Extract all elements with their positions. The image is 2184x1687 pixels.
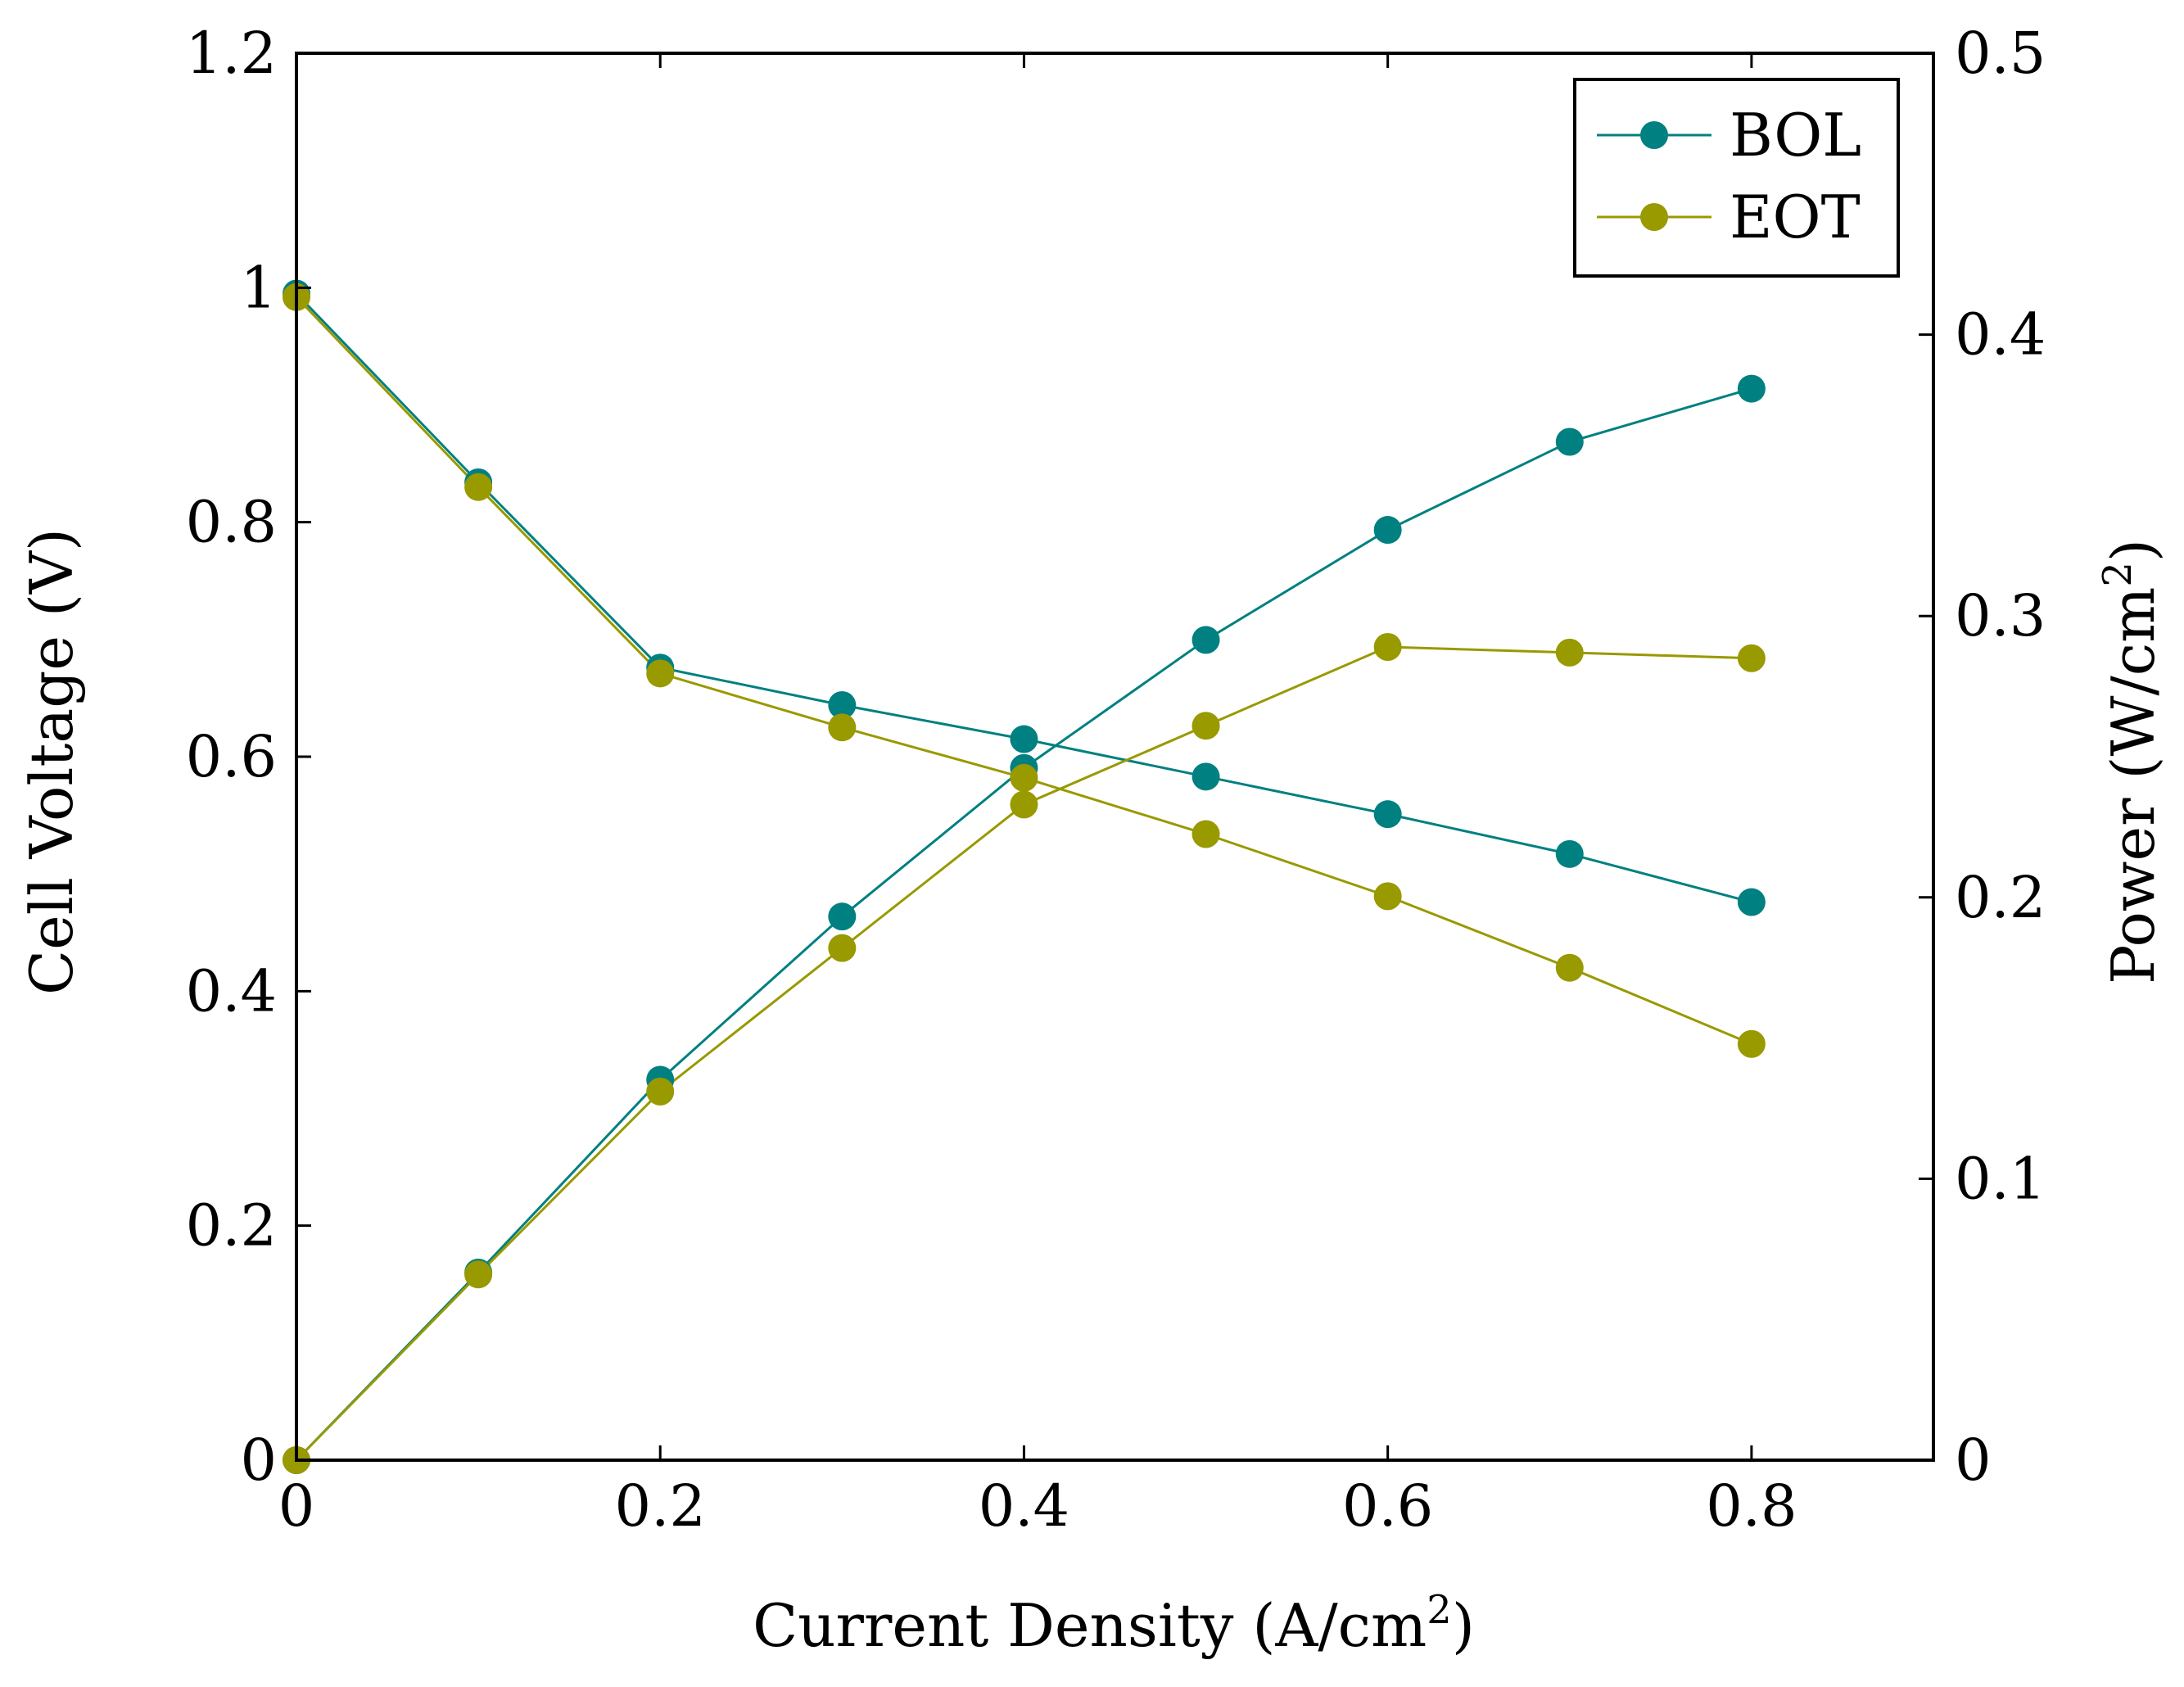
series-eot-power-point	[1373, 632, 1402, 661]
series-eot-power-point	[1555, 638, 1584, 667]
series-eot-voltage-point	[1737, 1029, 1766, 1058]
plot-area	[283, 279, 1766, 1474]
legend: BOL EOT	[1573, 78, 1900, 278]
axes: 0 0.2 0.4 0.6 0.8 0 0.2 0.4 0.6 0.8 1 1.2 0 0.1 0.2 0.3…	[186, 20, 2046, 1540]
y-right-tick-label: 0	[1955, 1427, 1992, 1494]
legend-box	[1573, 78, 1900, 278]
x-tick-label: 0	[278, 1472, 315, 1540]
series-eot-voltage-point	[1373, 882, 1402, 911]
series-bol-voltage-point	[1191, 762, 1220, 791]
series-bol-power-line	[295, 387, 1752, 1462]
x-tick-label: 0.6	[1342, 1472, 1433, 1540]
series-bol-power-point	[828, 902, 857, 931]
series-bol-power-point	[1737, 374, 1766, 403]
legend-label-eot: EOT	[1730, 183, 1861, 251]
y-right-tick-label: 0.1	[1955, 1145, 2046, 1212]
y-left-tick-label: 0	[240, 1427, 277, 1494]
series-bol-voltage-point	[1373, 800, 1402, 829]
series-eot-power-point	[1737, 644, 1766, 672]
series-bol-voltage-point	[828, 691, 857, 720]
y-left-tick-label: 1	[240, 254, 277, 321]
series-eot-voltage-point	[828, 713, 857, 742]
series-eot-voltage-point	[1555, 953, 1584, 982]
legend-label-bol: BOL	[1730, 101, 1861, 170]
y-left-tick-label: 0.4	[186, 957, 277, 1024]
series-eot-voltage-line	[295, 296, 1752, 1046]
series-bol-power-point	[1373, 516, 1402, 545]
legend-marker-bol	[1640, 121, 1668, 149]
series-eot-voltage-point	[464, 473, 493, 501]
legend-marker-eot	[1640, 203, 1668, 231]
series-bol-power-point	[1191, 626, 1220, 654]
y-right-tick-label: 0.3	[1955, 582, 2046, 649]
series-eot-power-point	[828, 934, 857, 962]
series-eot-voltage-point	[1010, 763, 1038, 792]
x-tick-label: 0.4	[979, 1472, 1069, 1540]
series-bol-voltage-point	[1555, 839, 1584, 868]
y-left-tick-label: 0.6	[186, 723, 277, 790]
y-left-tick-label: 0.8	[186, 489, 277, 556]
x-axis-title: Current Density (A/cm2)	[753, 1587, 1475, 1660]
y-left-axis-title: Cell Voltage (V)	[17, 528, 86, 995]
y-right-tick-label: 0.5	[1955, 20, 2046, 87]
series-eot-power-point	[1191, 712, 1220, 740]
y-left-tick-label: 0.2	[186, 1192, 277, 1260]
series-eot-power-point	[646, 1077, 675, 1106]
y-right-tick-label: 0.2	[1955, 864, 2046, 931]
series-eot-power-point	[464, 1260, 493, 1289]
series-eot-voltage-point	[1191, 820, 1220, 848]
series-eot-voltage-point	[646, 659, 675, 688]
y-right-axis-title: Power (W/cm2)	[2095, 539, 2168, 984]
series-bol-power-point	[1555, 427, 1584, 456]
y-right-tick-label: 0.4	[1955, 301, 2046, 369]
series-bol-voltage-point	[1010, 725, 1038, 753]
x-tick-label: 0.8	[1706, 1472, 1797, 1540]
x-tick-label: 0.2	[615, 1472, 706, 1540]
series-eot-power-point	[1010, 790, 1038, 819]
y-left-tick-label: 1.2	[186, 20, 277, 87]
series-bol-voltage-point	[1737, 888, 1766, 916]
